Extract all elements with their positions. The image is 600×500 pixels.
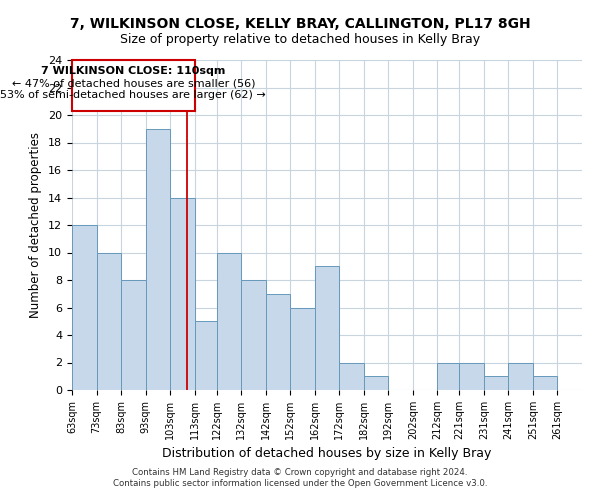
Bar — [72, 60, 194, 111]
Bar — [533, 376, 557, 390]
Text: Size of property relative to detached houses in Kelly Bray: Size of property relative to detached ho… — [120, 32, 480, 46]
Bar — [194, 322, 217, 390]
Bar — [72, 225, 97, 390]
Text: ← 47% of detached houses are smaller (56): ← 47% of detached houses are smaller (56… — [11, 78, 255, 88]
Text: Contains HM Land Registry data © Crown copyright and database right 2024.
Contai: Contains HM Land Registry data © Crown c… — [113, 468, 487, 487]
X-axis label: Distribution of detached houses by size in Kelly Bray: Distribution of detached houses by size … — [163, 448, 491, 460]
Bar — [266, 294, 290, 390]
Bar — [460, 362, 484, 390]
Text: 7 WILKINSON CLOSE: 110sqm: 7 WILKINSON CLOSE: 110sqm — [41, 66, 226, 76]
Y-axis label: Number of detached properties: Number of detached properties — [29, 132, 43, 318]
Bar — [484, 376, 508, 390]
Text: 53% of semi-detached houses are larger (62) →: 53% of semi-detached houses are larger (… — [1, 90, 266, 100]
Bar — [241, 280, 266, 390]
Bar — [290, 308, 315, 390]
Bar — [97, 252, 121, 390]
Bar — [170, 198, 194, 390]
Bar — [437, 362, 460, 390]
Bar — [217, 252, 241, 390]
Bar — [364, 376, 388, 390]
Bar — [146, 128, 170, 390]
Bar — [508, 362, 533, 390]
Bar — [121, 280, 146, 390]
Bar — [339, 362, 364, 390]
Bar — [315, 266, 339, 390]
Text: 7, WILKINSON CLOSE, KELLY BRAY, CALLINGTON, PL17 8GH: 7, WILKINSON CLOSE, KELLY BRAY, CALLINGT… — [70, 18, 530, 32]
